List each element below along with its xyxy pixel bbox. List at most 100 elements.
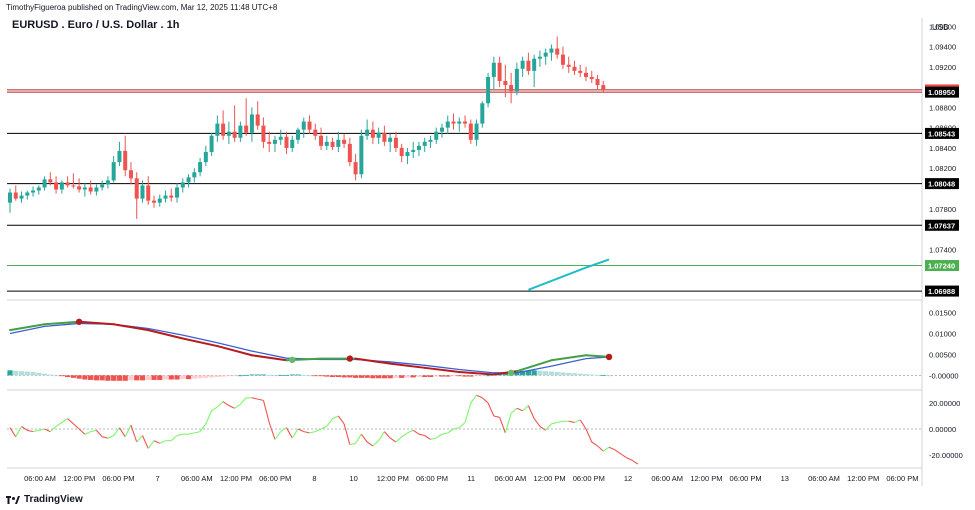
candle-body: [128, 170, 133, 179]
time-axis-tick-label: 12:00 PM: [847, 474, 879, 483]
candle-body: [180, 182, 185, 188]
price-axis-tick-label: 1.08400: [929, 144, 956, 153]
oscillator-line-segment: [620, 453, 627, 459]
oscillator-line-segment: [631, 459, 639, 465]
candle-body: [491, 62, 496, 77]
time-axis-tick-label: 06:00 PM: [102, 474, 134, 483]
price-axis-tick-label: 1.07400: [929, 245, 956, 254]
oscillator-line-segment: [320, 425, 328, 430]
candle-body: [261, 125, 266, 142]
oscillator-line-segment: [579, 419, 587, 430]
candle-body: [169, 195, 174, 198]
candle-body: [290, 139, 295, 148]
candle-body: [25, 192, 30, 196]
crossover-marker: [507, 369, 515, 377]
candle-body: [451, 121, 456, 124]
macd-histogram-bar: [370, 375, 376, 379]
oscillator-line-segment: [568, 420, 575, 424]
oscillator-line-segment: [332, 415, 339, 420]
candle-body: [572, 66, 577, 71]
macd-histogram-bar: [232, 375, 238, 377]
macd-histogram-bar: [174, 375, 180, 380]
macd-histogram-bar: [53, 375, 59, 377]
macd-histogram-bar: [260, 374, 267, 376]
candle-body: [117, 150, 122, 163]
price-axis-tick-label: 1.09400: [929, 43, 956, 52]
macd-histogram-bar: [335, 375, 341, 378]
macd-histogram-bar: [272, 375, 278, 377]
candle-body: [532, 58, 537, 71]
footer-branding[interactable]: TradingView: [6, 494, 83, 505]
oscillator-line-segment: [274, 431, 282, 440]
time-axis-tick-label: 12:00 PM: [690, 474, 722, 483]
macd-histogram-bar: [180, 375, 186, 380]
candle-body: [463, 121, 468, 124]
oscillator-line-segment: [389, 437, 397, 443]
candle-body: [474, 123, 479, 140]
macd-line-segment: [550, 354, 587, 362]
oscillator-line-segment: [557, 420, 564, 424]
macd-histogram-bar: [36, 372, 42, 376]
macd-histogram-bar: [105, 375, 111, 381]
macd-line-segment: [515, 359, 553, 373]
candle-body: [342, 139, 347, 144]
macd-histogram-bar: [473, 375, 480, 377]
time-axis-tick-label: 13: [781, 474, 789, 483]
macd-histogram-bar: [554, 372, 560, 376]
macd-histogram-bar: [191, 375, 197, 379]
candle-body: [209, 135, 214, 152]
oscillator-line-segment: [95, 429, 103, 438]
candle-body: [578, 70, 583, 73]
oscillator-axis-tick-label: -20.00000: [929, 451, 963, 460]
ema-line: [528, 258, 610, 291]
price-axis-tick-label: 1.08800: [929, 103, 956, 112]
macd-histogram-bar: [381, 375, 387, 379]
candle-body: [238, 125, 243, 138]
candle-body: [520, 60, 525, 69]
oscillator-line-segment: [27, 429, 34, 433]
time-axis-tick-label: 06:00 AM: [495, 474, 527, 483]
oscillator-line-segment: [118, 427, 126, 438]
candle-body: [111, 162, 116, 181]
oscillator-line-segment: [228, 405, 235, 409]
oscillator-line-segment: [268, 422, 276, 440]
oscillator-line-segment: [614, 449, 621, 455]
oscillator-line-segment: [326, 418, 334, 427]
oscillator-line-segment: [55, 422, 63, 427]
oscillator-line-segment: [626, 457, 633, 461]
candle-body: [88, 187, 93, 192]
macd-histogram-bar: [589, 374, 595, 376]
macd-histogram-bar: [283, 374, 290, 376]
time-axis-tick-label: 06:00 PM: [259, 474, 291, 483]
macd-histogram-bar: [139, 375, 146, 381]
currency-label[interactable]: USD: [932, 23, 949, 32]
macd-histogram-bar: [249, 374, 255, 376]
oscillator-line-segment: [499, 417, 506, 434]
macd-histogram-bar: [82, 375, 88, 380]
candle-body: [278, 136, 283, 140]
oscillator-line-segment: [378, 431, 385, 441]
candle-body: [560, 54, 565, 65]
macd-histogram-bar: [24, 371, 30, 376]
oscillator-line-segment: [67, 418, 74, 425]
candle-body: [601, 85, 606, 91]
price-axis-tick-label: 1.09200: [929, 63, 956, 72]
macd-histogram-bar: [485, 375, 491, 377]
candle-body: [123, 150, 128, 171]
oscillator-line-segment: [194, 431, 201, 434]
candle-body: [347, 143, 352, 163]
oscillator-line-segment: [591, 441, 598, 447]
candle-body: [13, 192, 18, 199]
oscillator-line-segment: [418, 433, 425, 437]
candle-body: [71, 185, 76, 187]
macd-histogram-bar: [237, 375, 243, 377]
macd-histogram-bar: [422, 375, 428, 378]
candle-body: [226, 131, 231, 136]
oscillator-line-segment: [453, 427, 460, 430]
candle-body: [388, 137, 393, 142]
macd-histogram-bar: [548, 371, 555, 376]
macd-histogram-bar: [185, 375, 192, 380]
macd-histogram-bar: [445, 375, 451, 377]
macd-histogram-bar: [47, 374, 53, 376]
